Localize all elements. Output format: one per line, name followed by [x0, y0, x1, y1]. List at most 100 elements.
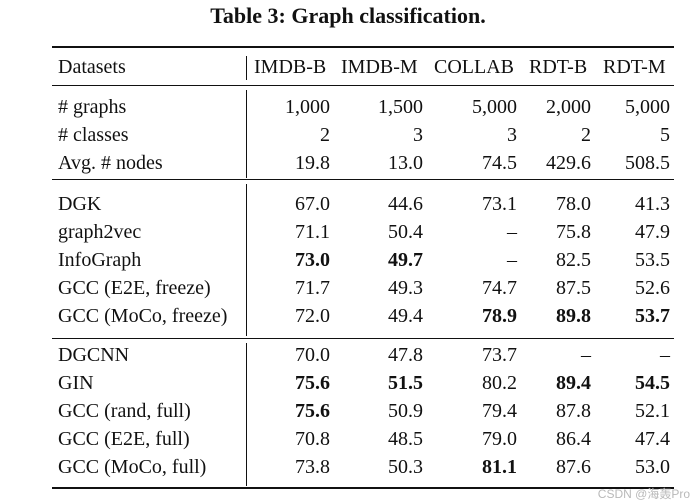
- header-datasets: Datasets: [58, 56, 126, 78]
- cell-imdb-m: 49.3: [388, 277, 423, 299]
- cell-imdb-b: 19.8: [295, 152, 330, 174]
- stats-row: # classes 2 3 3 2 5: [52, 121, 674, 149]
- cell-collab: 80.2: [482, 372, 517, 394]
- column-divider: [246, 56, 247, 80]
- header-rule: [52, 85, 674, 86]
- supervised-row: DGCNN 70.0 47.8 73.7 – –: [52, 341, 674, 369]
- cell-rdt-b: 86.4: [556, 428, 591, 450]
- row-label: # graphs: [58, 96, 127, 118]
- cell-imdb-b: 73.0: [295, 249, 330, 271]
- cell-imdb-b: 70.8: [295, 428, 330, 450]
- cell-rdt-b: 89.8: [556, 305, 591, 327]
- supervised-row: GCC (rand, full) 75.6 50.9 79.4 87.8 52.1: [52, 397, 674, 425]
- row-label: # classes: [58, 124, 129, 146]
- header-rdt-m: RDT-M: [603, 56, 666, 78]
- cell-imdb-m: 50.3: [388, 456, 423, 478]
- cell-imdb-b: 75.6: [295, 400, 330, 422]
- cell-imdb-m: 48.5: [388, 428, 423, 450]
- cell-imdb-b: 71.1: [295, 221, 330, 243]
- supervised-row: GCC (MoCo, full) 73.8 50.3 81.1 87.6 53.0: [52, 453, 674, 481]
- cell-rdt-m: 41.3: [635, 193, 670, 215]
- cell-rdt-b: 87.5: [556, 277, 591, 299]
- row-label: Avg. # nodes: [58, 152, 163, 174]
- cell-rdt-m: 508.5: [625, 152, 670, 174]
- cell-rdt-m: 53.7: [635, 305, 670, 327]
- cell-collab: 79.4: [482, 400, 517, 422]
- bottom-rule: [52, 487, 674, 489]
- cell-imdb-b: 72.0: [295, 305, 330, 327]
- watermark: CSDN @海轰Pro: [597, 487, 690, 501]
- header-rdt-b: RDT-B: [529, 56, 588, 78]
- unsupervised-row: GCC (MoCo, freeze) 72.0 49.4 78.9 89.8 53.7: [52, 302, 674, 330]
- supervised-row: GCC (E2E, full) 70.8 48.5 79.0 86.4 47.4: [52, 425, 674, 453]
- cell-collab: 79.0: [482, 428, 517, 450]
- cell-imdb-m: 50.4: [388, 221, 423, 243]
- cell-collab: –: [507, 249, 517, 271]
- cell-collab: 74.5: [482, 152, 517, 174]
- cell-rdt-m: 47.4: [635, 428, 670, 450]
- row-label: GCC (MoCo, full): [58, 456, 207, 478]
- cell-collab: 78.9: [482, 305, 517, 327]
- cell-rdt-b: –: [581, 344, 591, 366]
- cell-imdb-m: 51.5: [388, 372, 423, 394]
- header-imdb-m: IMDB-M: [341, 56, 418, 78]
- cell-imdb-b: 70.0: [295, 344, 330, 366]
- cell-imdb-b: 67.0: [295, 193, 330, 215]
- cell-rdt-m: 54.5: [635, 372, 670, 394]
- supervised-row: GIN 75.6 51.5 80.2 89.4 54.5: [52, 369, 674, 397]
- cell-imdb-b: 75.6: [295, 372, 330, 394]
- cell-rdt-b: 89.4: [556, 372, 591, 394]
- cell-rdt-m: –: [660, 344, 670, 366]
- header-row: Datasets IMDB-B IMDB-M COLLAB RDT-B RDT-…: [52, 53, 674, 81]
- row-label: GCC (MoCo, freeze): [58, 305, 228, 327]
- cell-rdt-b: 2,000: [546, 96, 591, 118]
- cell-rdt-b: 429.6: [546, 152, 591, 174]
- cell-collab: 74.7: [482, 277, 517, 299]
- cell-rdt-m: 5,000: [625, 96, 670, 118]
- cell-imdb-m: 13.0: [388, 152, 423, 174]
- cell-rdt-b: 87.6: [556, 456, 591, 478]
- row-label: InfoGraph: [58, 249, 142, 271]
- cell-imdb-b: 71.7: [295, 277, 330, 299]
- unsupervised-row: InfoGraph 73.0 49.7 – 82.5 53.5: [52, 246, 674, 274]
- cell-imdb-m: 1,500: [378, 96, 423, 118]
- cell-rdt-m: 5: [660, 124, 670, 146]
- row-label: DGCNN: [58, 344, 130, 366]
- unsupervised-row: graph2vec 71.1 50.4 – 75.8 47.9: [52, 218, 674, 246]
- cell-collab: 5,000: [472, 96, 517, 118]
- unsupervised-row: GCC (E2E, freeze) 71.7 49.3 74.7 87.5 52.6: [52, 274, 674, 302]
- cell-imdb-m: 44.6: [388, 193, 423, 215]
- cell-rdt-m: 52.6: [635, 277, 670, 299]
- header-collab: COLLAB: [434, 56, 514, 78]
- cell-collab: 73.7: [482, 344, 517, 366]
- stats-row: Avg. # nodes 19.8 13.0 74.5 429.6 508.5: [52, 149, 674, 177]
- cell-imdb-m: 49.7: [388, 249, 423, 271]
- cell-collab: –: [507, 221, 517, 243]
- cell-rdt-m: 53.0: [635, 456, 670, 478]
- row-label: DGK: [58, 193, 102, 215]
- row-label: GCC (E2E, freeze): [58, 277, 211, 299]
- cell-imdb-m: 47.8: [388, 344, 423, 366]
- cell-imdb-m: 50.9: [388, 400, 423, 422]
- cell-rdt-b: 87.8: [556, 400, 591, 422]
- cell-rdt-b: 78.0: [556, 193, 591, 215]
- row-label: GCC (rand, full): [58, 400, 191, 422]
- cell-collab: 3: [507, 124, 517, 146]
- row-label: graph2vec: [58, 221, 142, 243]
- cell-collab: 73.1: [482, 193, 517, 215]
- cell-collab: 81.1: [482, 456, 517, 478]
- section-rule-1: [52, 179, 674, 180]
- table-caption: Table 3: Graph classification.: [210, 3, 486, 28]
- column-divider: [246, 90, 247, 178]
- cell-imdb-b: 1,000: [285, 96, 330, 118]
- column-divider: [246, 184, 247, 336]
- cell-rdt-m: 52.1: [635, 400, 670, 422]
- cell-rdt-m: 53.5: [635, 249, 670, 271]
- cell-rdt-b: 2: [581, 124, 591, 146]
- unsupervised-row: DGK 67.0 44.6 73.1 78.0 41.3: [52, 190, 674, 218]
- column-divider: [246, 343, 247, 486]
- cell-rdt-b: 75.8: [556, 221, 591, 243]
- cell-imdb-b: 2: [320, 124, 330, 146]
- cell-imdb-m: 49.4: [388, 305, 423, 327]
- cell-rdt-b: 82.5: [556, 249, 591, 271]
